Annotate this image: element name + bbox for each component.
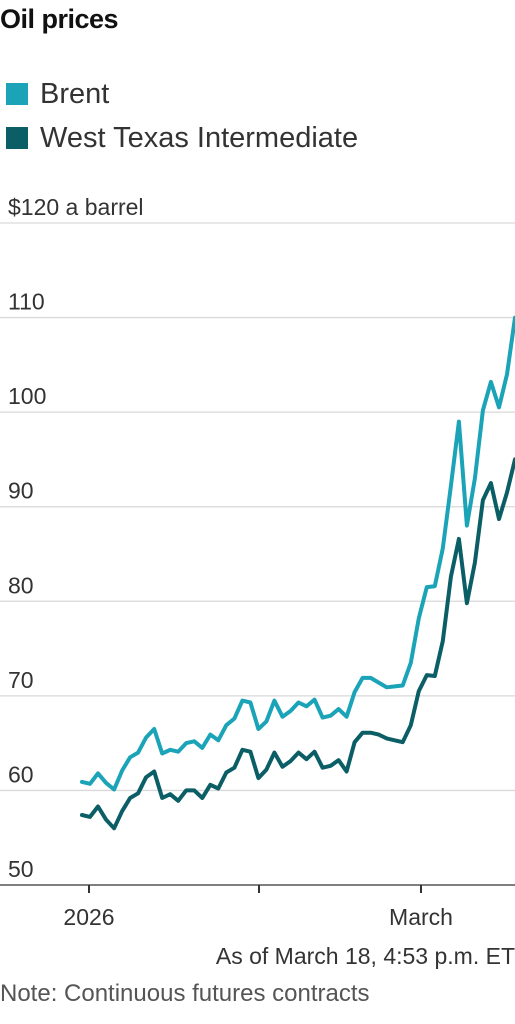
y-tick-label: 50: [8, 856, 34, 882]
timestamp-note: As of March 18, 4:53 p.m. ET: [215, 943, 515, 969]
line-chart: 50 60 70 80 90 100 110 $120 a barrel 2026 March: [0, 194, 515, 930]
y-tick-label: 70: [8, 667, 34, 693]
series-line-brent: [80, 315, 515, 792]
legend-item-brent: Brent: [0, 72, 358, 116]
legend-swatch-wti: [6, 127, 28, 149]
y-tick-label: 90: [8, 478, 34, 504]
x-tick-label: 2026: [63, 904, 114, 930]
y-tick-label: 80: [8, 572, 34, 598]
y-tick-label: 60: [8, 761, 34, 787]
series-line-wti: [80, 457, 515, 831]
x-tick-label: March: [389, 904, 453, 930]
y-tick-label: 100: [8, 383, 46, 409]
y-tick-label: $120 a barrel: [8, 194, 144, 220]
legend-label-wti: West Texas Intermediate: [40, 121, 359, 154]
legend-label-brent: Brent: [40, 77, 110, 110]
legend-item-wti: West Texas Intermediate: [0, 116, 358, 160]
y-tick-label: 110: [8, 289, 45, 315]
legend-swatch-brent: [6, 83, 28, 105]
footnote: Note: Continuous futures contracts: [0, 980, 370, 1007]
legend: Brent West Texas Intermediate: [0, 72, 358, 160]
chart-title: Oil prices: [0, 4, 119, 34]
